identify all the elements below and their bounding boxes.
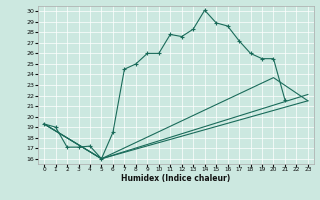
X-axis label: Humidex (Indice chaleur): Humidex (Indice chaleur) (121, 174, 231, 183)
